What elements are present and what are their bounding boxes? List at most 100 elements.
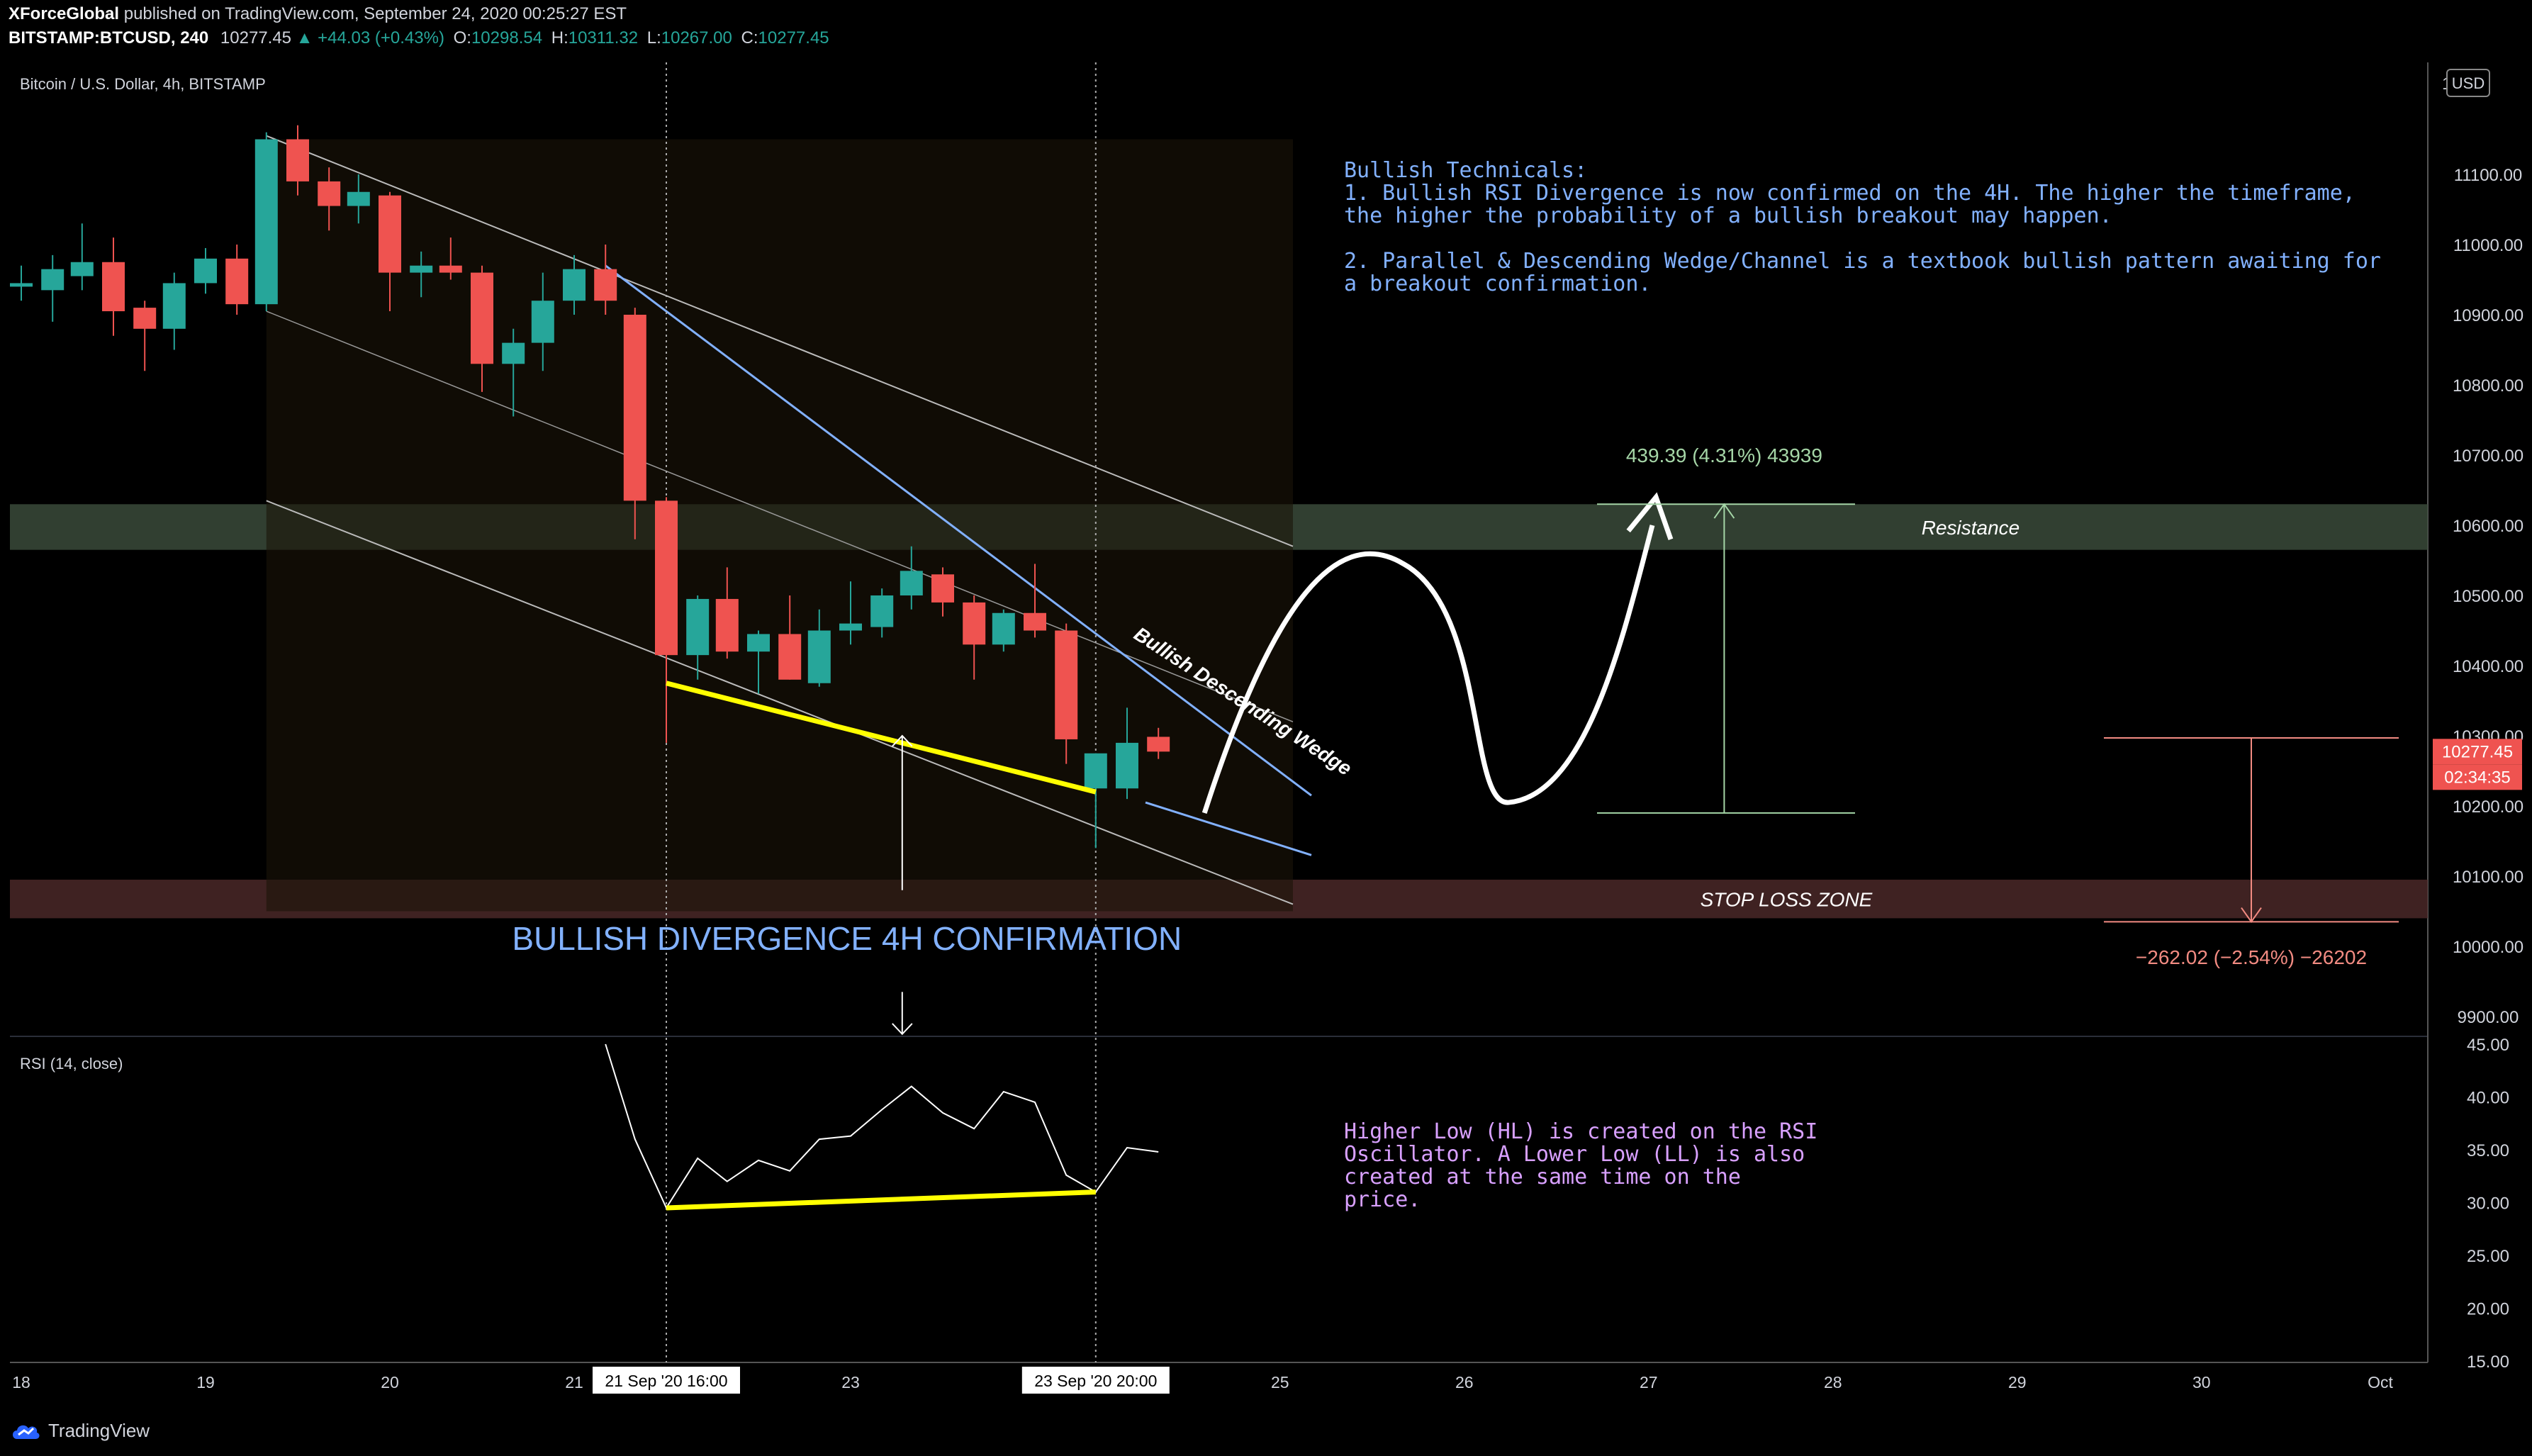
candle-body [807, 630, 831, 683]
rsi-tick-label: 40.00 [2467, 1089, 2509, 1108]
down-arrow-icon [892, 1023, 913, 1036]
rsi-higher-low-line [666, 1189, 1096, 1211]
candle-body [594, 269, 617, 301]
candle-body [502, 342, 525, 364]
published-text: published on TradingView.com, September … [123, 4, 627, 23]
projection-arrow-head [1626, 492, 1674, 540]
price-chart[interactable]: Resistance STOP LOSS ZONE 11100.00 11000.0… [0, 62, 2532, 1405]
stop-arrow-icon [2241, 907, 2262, 924]
currency-badge [2446, 69, 2490, 97]
open-label: O: [453, 28, 471, 47]
close-label: C: [741, 28, 758, 47]
rsi-annotation-line: Oscillator. A Lower Low (LL) is also [1344, 1142, 1805, 1167]
text-annotations: Bitcoin / U.S. Dollar, 4h, BITSTAMP RSI (… [20, 75, 2381, 1212]
channel-shading [266, 139, 1293, 912]
rsi-annotation-line: price. [1344, 1187, 1421, 1212]
time-tick-label: 18 [12, 1373, 30, 1391]
price-tick-label: 11100.00 [2454, 166, 2523, 185]
tradingview-logo[interactable]: TradingView [10, 1420, 150, 1442]
wedge-upper-line [605, 264, 1312, 797]
up-arrow-icon [892, 734, 913, 747]
target-arrow-icon [1713, 503, 1735, 519]
time-tick-label: 23 [841, 1373, 860, 1391]
rsi-tick-label: 15.00 [2467, 1353, 2509, 1372]
time-tick-label: 20 [381, 1373, 399, 1391]
symbol-legend: BITSTAMP:BTCUSD, 240 10277.45 ▲ +44.03 (… [9, 28, 829, 48]
price-tick-label: 10200.00 [2453, 797, 2523, 817]
last-price: 10277.45 [220, 28, 292, 47]
change-arrow-icon: ▲ [296, 28, 313, 47]
candle-body [347, 191, 370, 206]
candle-body [870, 595, 894, 627]
candle-body [379, 195, 401, 273]
candle-body [1055, 630, 1078, 739]
high-value: 10311.32 [568, 28, 639, 47]
candle-body [747, 634, 770, 652]
rsi-tick-label: 20.00 [2467, 1300, 2509, 1319]
last-price-tag [2433, 739, 2522, 765]
candle-body [194, 258, 217, 284]
candle-body [70, 262, 94, 276]
symbol-name[interactable]: BITSTAMP:BTCUSD, 240 [9, 28, 209, 47]
target-measure-label: 439.39 (4.31%) 43939 [1626, 444, 1822, 466]
publisher-name[interactable]: XForceGlobal [9, 4, 120, 23]
price-lower-low-line [666, 681, 1097, 795]
currency-label: USD [2452, 74, 2485, 92]
projection-curve [1201, 525, 1655, 814]
candle-body [531, 301, 554, 343]
price-tick-label: 10400.00 [2453, 657, 2523, 676]
countdown-tag-label: 02:34:35 [2444, 768, 2510, 787]
last-price-tag-label: 10277.45 [2442, 742, 2513, 761]
price-tick-label: 10000.00 [2453, 938, 2523, 957]
close-value: 10277.45 [758, 28, 829, 47]
time-tag-label: 21 Sep '20 16:00 [605, 1372, 727, 1390]
candle-body [686, 598, 710, 656]
footer-bar: TradingView [0, 1405, 2532, 1456]
rsi-pane[interactable]: 45.00 40.00 35.00 30.00 25.00 20.00 15.00 [605, 1036, 2509, 1372]
channel-top-line [266, 135, 1294, 547]
candle-body [225, 258, 249, 305]
time-tick-label: 19 [196, 1373, 215, 1391]
candle-body [992, 612, 1015, 645]
time-tag-bg [593, 1367, 740, 1394]
price-tick-label: 10600.00 [2453, 517, 2523, 536]
open-value: 10298.54 [471, 28, 543, 47]
bullish-text-line: Bullish Technicals: [1344, 158, 1587, 183]
time-tick-label: 28 [1824, 1373, 1842, 1391]
candles-layer[interactable] [10, 125, 1170, 849]
tradingview-brand: TradingView [48, 1419, 150, 1441]
time-tag-label: 23 Sep '20 20:00 [1034, 1372, 1157, 1390]
time-tick-label: 29 [2008, 1373, 2027, 1391]
time-tick-label: 27 [1640, 1373, 1658, 1391]
candle-body [655, 500, 678, 656]
price-tick-label: 10700.00 [2453, 447, 2523, 466]
candle-body [1116, 742, 1138, 789]
price-tick-label: 10500.00 [2453, 587, 2523, 606]
publish-info: XForceGlobal published on TradingView.co… [9, 4, 627, 24]
stop-measure-label: −262.02 (−2.54%) −26202 [2136, 946, 2367, 968]
low-value: 10267.00 [661, 28, 732, 47]
price-tick-label: 9900.00 [2458, 1008, 2519, 1027]
rsi-tick-label: 45.00 [2467, 1036, 2509, 1055]
channel-bottom-line [266, 500, 1294, 905]
candle-body [102, 262, 125, 312]
candle-body [254, 139, 278, 305]
candle-body [963, 602, 986, 645]
price-tick-label: 10900.00 [2453, 306, 2523, 325]
stop-loss-label: STOP LOSS ZONE [1701, 889, 1873, 911]
time-tick-label: 21 [565, 1373, 583, 1391]
rsi-tick-label: 25.00 [2467, 1247, 2509, 1266]
price-change: +44.03 (+0.43%) [318, 28, 444, 47]
candle-body [900, 571, 923, 595]
candle-body [931, 574, 954, 603]
price-tick-label: 11000.00 [2453, 236, 2523, 255]
price-tick-label: 10100.00 [2453, 868, 2523, 887]
candle-body [162, 283, 186, 329]
candle-body [410, 265, 433, 273]
candle-body [778, 634, 802, 680]
candle-body [839, 623, 862, 631]
candle-body [133, 308, 157, 329]
axes-layer: 11100.00 11000.00 10900.00 10800.00 10700.00… [12, 69, 2523, 1394]
chart-header: XForceGlobal published on TradingView.co… [0, 0, 2532, 62]
bullish-text-line: 1. Bullish RSI Divergence is now confirm… [1344, 181, 2355, 206]
